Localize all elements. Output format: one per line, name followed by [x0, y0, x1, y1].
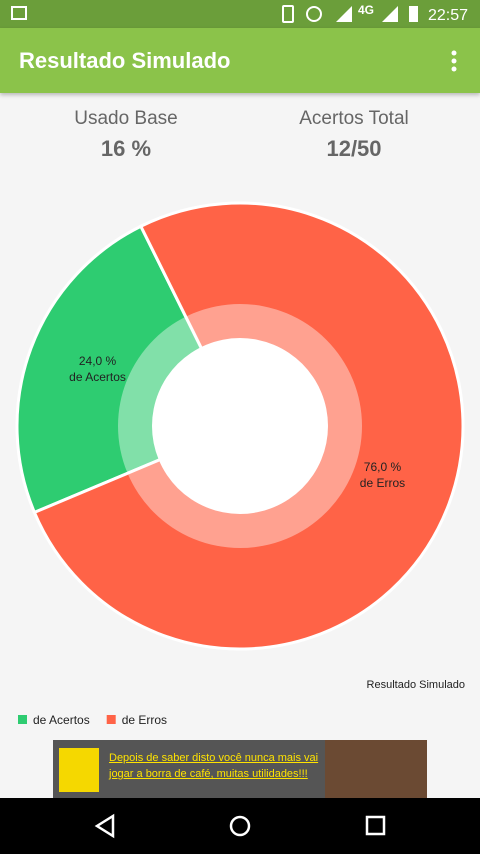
ad-logo: [59, 748, 99, 792]
status-bar: 4G 22:57: [0, 0, 480, 28]
home-button[interactable]: [229, 815, 251, 837]
ad-banner[interactable]: Depois de saber disto você nunca mais va…: [53, 740, 427, 798]
legend-swatch: [106, 715, 116, 724]
slice-category-label: de Acertos: [69, 370, 126, 384]
legend-label: de Acertos: [33, 713, 90, 727]
recents-button[interactable]: [365, 815, 386, 836]
ad-text: Depois de saber disto você nunca mais va…: [109, 752, 319, 780]
stat-label: Acertos Total: [299, 108, 409, 129]
legend-swatch: [18, 715, 27, 724]
stat-value: 16 %: [100, 136, 152, 161]
legend-label: de Erros: [122, 713, 167, 727]
slice-value-label: 76,0 %: [364, 460, 402, 474]
battery-icon: [409, 6, 418, 22]
alarm-icon: [306, 6, 322, 22]
stat-label: Usado Base: [74, 108, 178, 129]
slice-category-label: de Erros: [360, 476, 405, 490]
ad-image: [325, 740, 427, 798]
chart-description: Resultado Simulado: [367, 679, 465, 691]
signal-icon: [382, 6, 398, 22]
hole: [152, 338, 328, 514]
status-icons: 4G 22:57: [11, 3, 468, 24]
network-type: 4G: [358, 3, 374, 17]
signal-icon: [336, 6, 352, 22]
back-button[interactable]: [94, 813, 115, 839]
nav-buttons: [94, 813, 386, 839]
slice-value-label: 24,0 %: [79, 354, 117, 368]
stat-value: 12/50: [326, 136, 382, 161]
nav-bar: [0, 798, 480, 854]
pie-chart: 24,0 % de Acertos 76,0 % de Erros Resultado …: [15, 201, 465, 727]
image-icon: [11, 6, 27, 20]
app-title: Resultado Simulado: [19, 48, 231, 73]
stat: Usado Base 16 %: [6, 108, 246, 162]
stat: Acertos Total 12/50: [234, 108, 474, 162]
overflow-menu[interactable]: [449, 49, 459, 73]
clock: 22:57: [428, 7, 468, 24]
app-bar: Resultado Simulado: [0, 28, 480, 93]
vibrate-icon: [282, 5, 294, 23]
